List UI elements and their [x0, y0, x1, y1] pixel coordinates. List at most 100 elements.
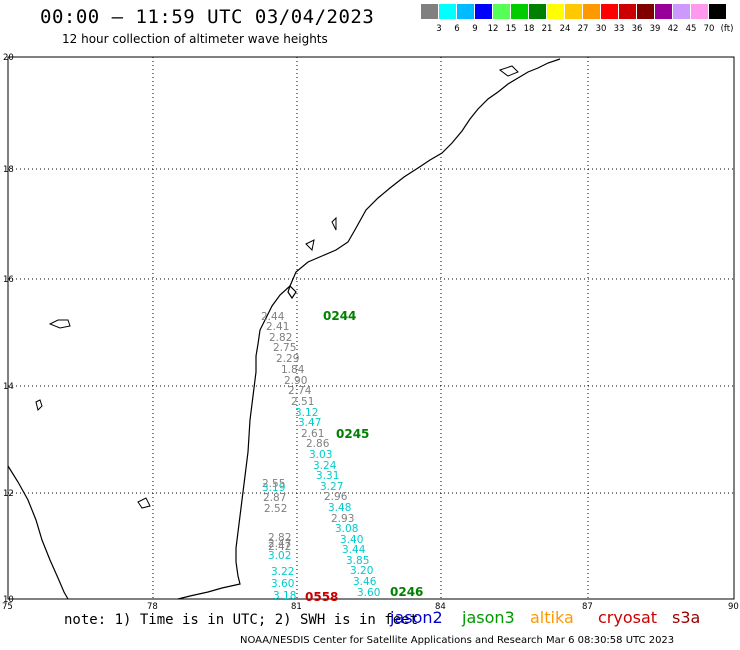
wave-height-label: 3.47 — [298, 417, 322, 429]
wave-height-label: 3.08 — [335, 523, 359, 535]
wave-height-label: 3.48 — [328, 502, 352, 514]
scale-swatch — [691, 4, 708, 19]
scale-swatch — [709, 4, 726, 19]
coastline-sri-lanka-side — [7, 465, 69, 600]
y-axis-label: 20 — [3, 53, 14, 63]
wave-height-label: 2.74 — [288, 385, 312, 397]
scale-label: 33 — [613, 24, 625, 34]
scale-label: 18 — [523, 24, 535, 34]
wave-height-label: 2.44 — [261, 311, 285, 323]
wave-height-label: 3.60 — [271, 578, 295, 590]
legend-jason2: jason2 — [390, 608, 443, 627]
wave-height-label: 3.46 — [353, 576, 377, 588]
wave-height-label: 3.12 — [295, 407, 319, 419]
wave-height-label: 3.18 — [273, 590, 297, 602]
scale-label: 70 — [703, 24, 715, 34]
scale-swatch — [511, 4, 528, 19]
scale-label: 21 — [541, 24, 553, 34]
wave-height-label: 2.51 — [291, 396, 315, 408]
wave-height-label: 2.55 — [262, 478, 286, 490]
x-axis-label: 90 — [728, 602, 739, 612]
scale-label: 6 — [454, 24, 460, 34]
wave-height-label: 2.47 — [268, 538, 292, 550]
wave-height-label: 2.75 — [273, 342, 297, 354]
wave-height-label: 3.40 — [340, 534, 364, 546]
y-axis-label: 10 — [3, 595, 14, 605]
wave-height-label: 3.27 — [320, 481, 344, 493]
island-west-1 — [48, 319, 71, 329]
wave-height-label: 2.93 — [331, 513, 355, 525]
wave-height-label: 2.90 — [284, 375, 308, 387]
scale-swatch — [583, 4, 600, 19]
pass-time-label: 0558 — [305, 590, 339, 604]
wave-height-label: 2.41 — [266, 321, 290, 333]
footer-note: note: 1) Time is in UTC; 2) SWH is in fe… — [64, 612, 419, 628]
x-axis-label: 78 — [147, 602, 158, 612]
wave-height-label: 2.61 — [301, 428, 325, 440]
scale-label: (ft) — [720, 24, 734, 34]
wave-height-label: 2.96 — [324, 491, 348, 503]
pass-time-label: 0245 — [336, 427, 370, 441]
wave-height-label: 3.22 — [271, 566, 295, 578]
scale-swatch — [475, 4, 492, 19]
coastline-delta — [287, 284, 297, 300]
wave-height-label: 2.82 — [268, 532, 292, 544]
wave-height-label: 2.42 — [268, 541, 292, 553]
wave-height-label: 2.87 — [263, 492, 287, 504]
scale-label: 39 — [649, 24, 661, 34]
x-axis-label: 75 — [2, 602, 13, 612]
chart-title: 00:00 – 11:59 UTC 03/04/2023 — [40, 6, 375, 28]
pass-time-label: 0244 — [323, 309, 357, 323]
scale-label: 45 — [685, 24, 697, 34]
x-axis-label: 84 — [435, 602, 446, 612]
scale-label: 42 — [667, 24, 679, 34]
x-axis-label: 81 — [291, 602, 302, 612]
scale-swatch — [439, 4, 456, 19]
scale-swatch — [529, 4, 546, 19]
map-frame — [7, 56, 735, 600]
wave-height-label: 3.03 — [309, 449, 333, 461]
scale-swatch — [421, 4, 438, 19]
legend-altika: altika — [530, 608, 574, 627]
wave-height-label: 2.52 — [264, 503, 288, 515]
scale-label: 27 — [577, 24, 589, 34]
scale-swatch — [619, 4, 636, 19]
island-coast-1 — [305, 239, 315, 252]
scale-swatch — [493, 4, 510, 19]
y-axis-label: 12 — [3, 489, 14, 499]
scale-label: 15 — [505, 24, 517, 34]
scale-swatch — [457, 4, 474, 19]
y-axis-label: 18 — [3, 165, 14, 175]
x-axis-label: 87 — [582, 602, 593, 612]
scale-swatch — [565, 4, 582, 19]
scale-label: 9 — [472, 24, 478, 34]
wave-height-label: 3.85 — [346, 555, 370, 567]
scale-swatch — [673, 4, 690, 19]
island-west-3 — [137, 497, 151, 509]
legend-cryosat: cryosat — [598, 608, 658, 627]
island-coast-2 — [331, 216, 337, 231]
legend-jason3: jason3 — [462, 608, 515, 627]
grid-lines — [7, 56, 735, 600]
wave-height-label: 3.44 — [342, 544, 366, 556]
y-axis-label: 16 — [3, 275, 14, 285]
legend-s3a: s3a — [672, 608, 701, 627]
scale-swatch — [547, 4, 564, 19]
wave-height-label: 3.24 — [313, 460, 337, 472]
wave-height-label: 3.60 — [357, 587, 381, 599]
pass-time-label: 0246 — [390, 585, 424, 599]
scale-label: 30 — [595, 24, 607, 34]
scale-swatch — [637, 4, 654, 19]
chart-subtitle: 12 hour collection of altimeter wave hei… — [62, 32, 328, 46]
scale-label: 36 — [631, 24, 643, 34]
wave-height-label: 2.82 — [269, 332, 293, 344]
scale-label: 24 — [559, 24, 571, 34]
wave-height-label: 3.02 — [268, 550, 292, 562]
scale-label: 3 — [436, 24, 442, 34]
island-west-2 — [35, 399, 43, 411]
wave-height-label: 3.31 — [316, 470, 340, 482]
wave-height-label: 2.86 — [306, 438, 330, 450]
coastline-east-india — [177, 58, 561, 600]
wave-height-label: 2.29 — [276, 353, 300, 365]
